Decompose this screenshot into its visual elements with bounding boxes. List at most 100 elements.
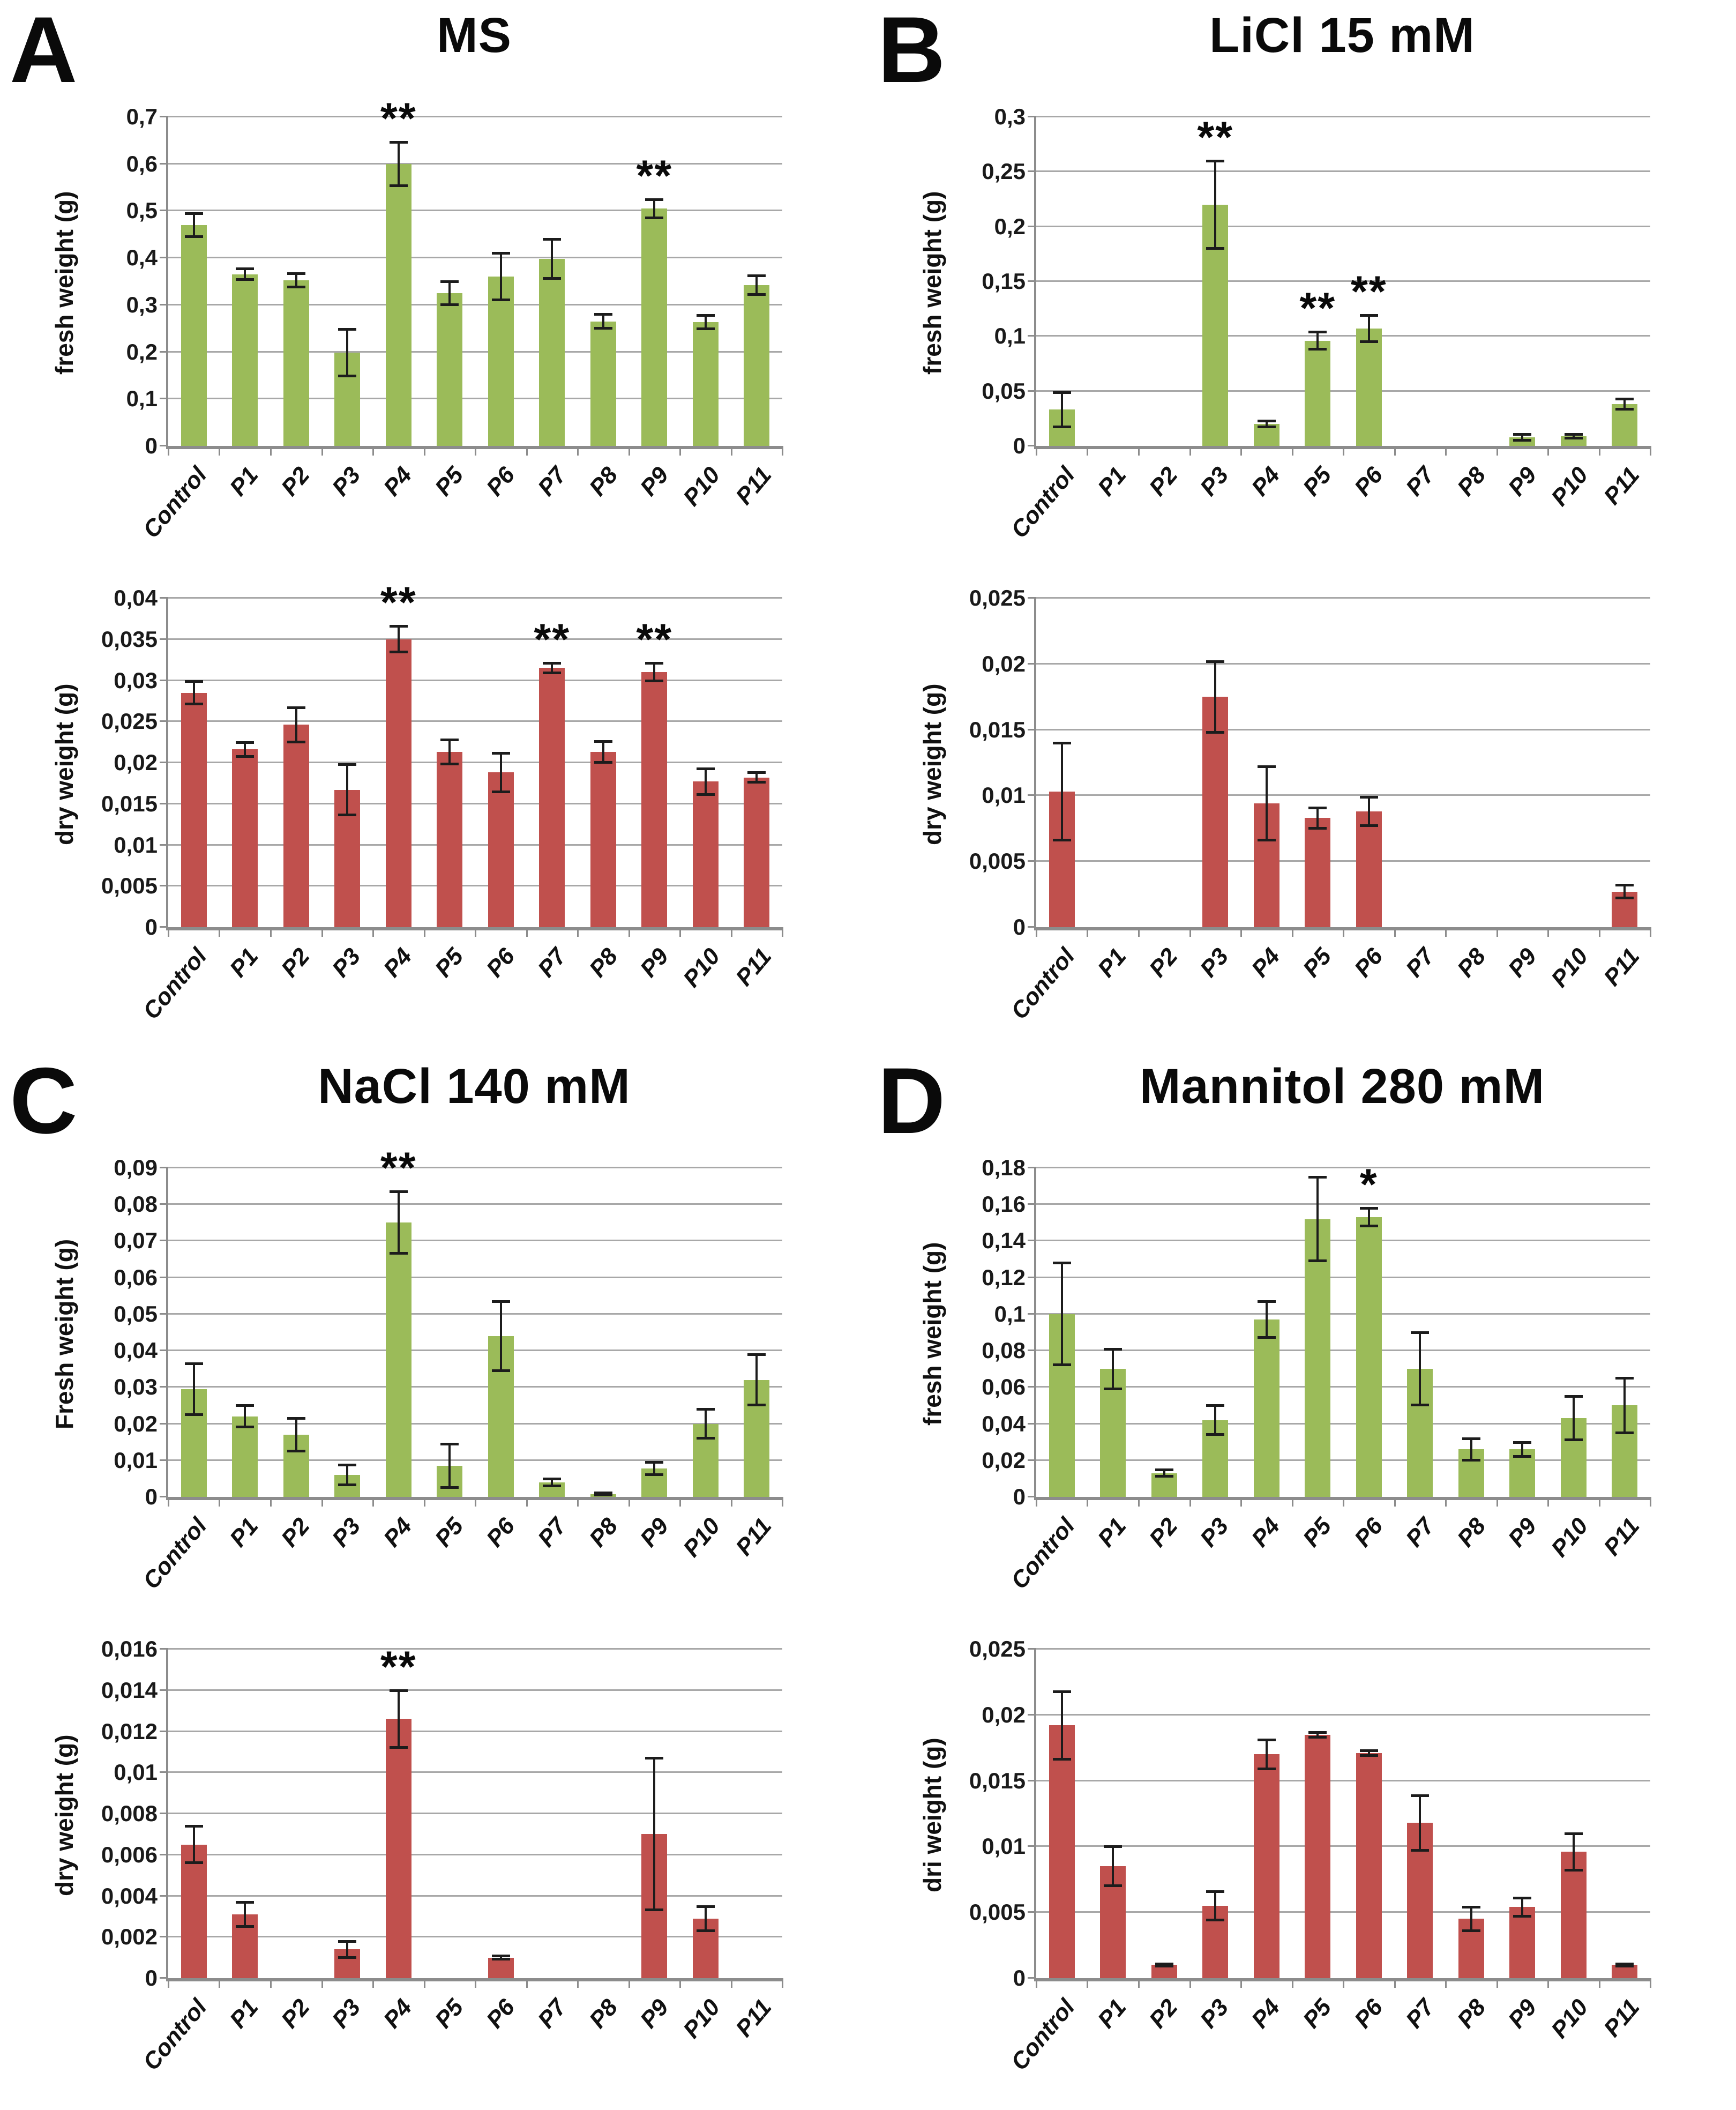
y-tick-mark (1028, 1779, 1036, 1781)
significance-marker-P9: ** (636, 615, 673, 665)
panel-B: B LiCl 15 mM fresh weight (g) 0 0,05 0,1 0,1… (868, 0, 1736, 1051)
error-bar-cap-low (1615, 896, 1634, 899)
x-tick-mark (1496, 1978, 1498, 1988)
bar-P1 (232, 274, 258, 446)
error-bar-cap-high (236, 267, 255, 271)
x-tick-mark (679, 1497, 681, 1507)
y-tick-mark (160, 162, 168, 165)
error-bar-cap-low (389, 184, 408, 187)
panel-title-C: NaCl 140 mM (318, 1059, 631, 1114)
bar-P6 (1356, 1753, 1382, 1978)
y-tick-mark (160, 926, 168, 928)
gridline (168, 162, 782, 165)
bar-P5 (1305, 1734, 1331, 1978)
error-bar (1316, 1177, 1319, 1261)
x-tick-mark (270, 927, 272, 937)
error-bar-cap-low (1155, 1475, 1173, 1478)
x-tick-mark (168, 1978, 169, 1988)
y-tick-label: 0,004 (101, 1883, 158, 1908)
x-tick-mark (1445, 1497, 1447, 1507)
x-tick-mark (730, 446, 732, 456)
error-bar-cap-low (696, 1929, 715, 1932)
x-tick-mark (1547, 446, 1549, 456)
error-bar-cap-low (1206, 247, 1225, 250)
x-tick-mark (475, 927, 476, 937)
error-bar (653, 663, 656, 682)
x-tick-mark (1087, 446, 1089, 456)
error-bar-cap-high (1359, 795, 1378, 799)
gridline (1036, 1422, 1650, 1425)
error-bar-cap-high (338, 328, 357, 331)
error-bar-cap-low (1615, 1964, 1634, 1967)
significance-marker-P4: ** (380, 94, 417, 143)
error-bar-cap-high (1052, 742, 1071, 745)
y-tick-label: 0,5 (126, 198, 158, 223)
y-tick-label: 0,08 (982, 1338, 1026, 1363)
error-bar-cap-high (184, 1825, 203, 1828)
error-bar (499, 1301, 502, 1371)
error-bar-cap-high (696, 1408, 715, 1411)
error-bar (1572, 1396, 1575, 1441)
error-bar-cap-low (1206, 1918, 1225, 1921)
y-tick-mark (160, 679, 168, 681)
y-tick-label: 0,1 (994, 323, 1026, 349)
y-tick-mark (160, 885, 168, 887)
x-tick-mark (168, 1497, 169, 1507)
error-bar-cap-low (287, 740, 305, 743)
x-tick-mark (1445, 1978, 1447, 1988)
error-bar (1060, 743, 1063, 840)
gridline (1036, 335, 1650, 337)
y-tick-mark (160, 638, 168, 640)
error-bar-cap-low (1564, 1438, 1583, 1442)
error-bar (1265, 1301, 1268, 1338)
error-bar-cap-high (338, 1463, 357, 1466)
y-tick-mark (1028, 1496, 1036, 1497)
x-axis-labels: Control P1 P2 P3 P4 P5 P6 P7 P8 P9 P10 P11 (138, 1986, 782, 2104)
x-tick-mark (1598, 1978, 1600, 1988)
y-tick-mark (160, 1895, 168, 1897)
x-tick-mark (1189, 446, 1191, 456)
error-bar-cap-low (645, 1908, 664, 1912)
error-bar-cap-high (236, 741, 255, 744)
y-tick-label: 0,3 (994, 104, 1026, 129)
panel-letter-A: A (10, 0, 78, 102)
error-bar-cap-low (389, 1252, 408, 1255)
chart-B-fresh-weight: fresh weight (g) 0 0,05 0,1 0,15 0,2 0,25 0,3 **… (868, 90, 1736, 572)
y-tick-mark (160, 210, 168, 212)
error-bar (704, 768, 707, 795)
x-tick-mark (628, 927, 630, 937)
error-bar (1265, 766, 1268, 840)
y-tick-label: 0,04 (114, 1338, 158, 1363)
x-tick-mark (321, 927, 323, 937)
error-bar-cap-high (747, 274, 766, 278)
x-tick-mark (1240, 1497, 1242, 1507)
error-bar (1419, 1332, 1421, 1406)
y-tick-label: 0,01 (114, 1447, 158, 1473)
x-tick-mark (526, 1497, 528, 1507)
error-bar (1265, 420, 1268, 428)
y-tick-label: 0,01 (982, 1833, 1026, 1859)
x-tick-mark (730, 1497, 732, 1507)
y-tick-label: 0,2 (994, 213, 1026, 239)
x-tick-mark (730, 927, 732, 937)
error-bar-cap-high (1104, 1347, 1123, 1351)
x-tick-mark (1343, 927, 1344, 937)
error-bar-cap-low (1513, 438, 1532, 442)
y-tick-label: 0,015 (969, 717, 1026, 742)
gridline (168, 1386, 782, 1388)
gridline (1036, 170, 1650, 173)
y-tick-mark (1028, 280, 1036, 282)
error-bar (1316, 332, 1319, 349)
gridline (168, 210, 782, 212)
bar-P5 (437, 293, 463, 446)
y-tick-label: 0,1 (126, 386, 158, 412)
error-bar-cap-low (594, 761, 612, 764)
error-bar (397, 1191, 400, 1254)
error-bar-cap-low (747, 293, 766, 296)
plot-area: 0 0,02 0,04 0,06 0,08 0,1 0,12 0,14 0,16 0,18 * (982, 1155, 1651, 1509)
y-tick-mark (1028, 170, 1036, 173)
significance-marker-P5: ** (1299, 284, 1336, 333)
y-tick-label: 0,025 (101, 709, 158, 734)
error-bar-cap-low (1257, 1767, 1276, 1770)
error-bar-cap-low (1104, 1387, 1123, 1390)
